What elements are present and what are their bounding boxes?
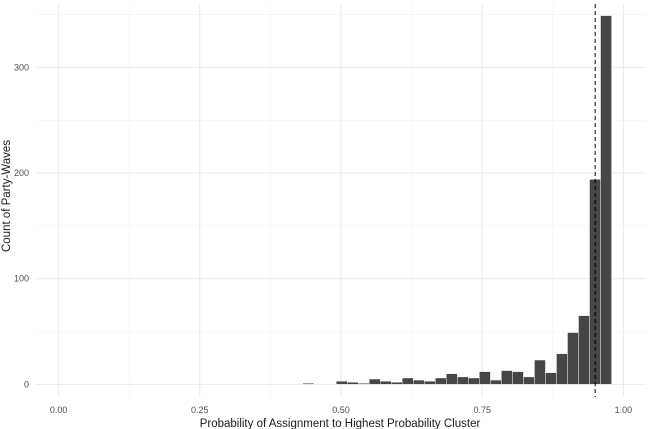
histogram-bar-12 [457,376,469,385]
x-tick-label: 0.75 [473,405,491,415]
x-tick-label: 0.00 [50,405,68,415]
histogram-bar-20 [545,372,557,385]
histogram-bar-3 [358,383,370,385]
y-tick-label: 300 [14,62,29,72]
histogram-bar-5 [380,380,392,385]
y-tick-label: 200 [14,168,29,178]
x-axis-title: Probability of Assignment to Highest Pro… [200,418,481,429]
histogram-bar-10 [435,377,447,385]
histogram-bar-13 [468,377,480,385]
histogram-bar-19 [534,359,546,385]
y-tick-label: 100 [14,274,29,284]
histogram-bar-7 [402,377,414,385]
histogram-bar-14 [479,371,491,385]
histogram-bars [302,15,612,385]
histogram-bar-16 [501,370,513,385]
histogram-bar-8 [413,379,425,385]
y-axis-title: Count of Party-Waves [1,140,13,252]
histogram-bar-6 [391,382,403,385]
x-tick-label: 1.00 [615,405,633,415]
histogram-bar-11 [446,373,458,385]
y-axis-tick-labels: 0 100 200 300 [14,62,29,389]
histogram-bar-22 [567,332,579,385]
x-tick-label: 0.25 [191,405,209,415]
x-tick-label: 0.50 [332,405,350,415]
histogram-bar-15 [490,379,502,385]
histogram-bar-18 [523,376,535,385]
histogram-bar-25 [600,15,612,385]
x-axis-tick-labels: 0.00 0.25 0.50 0.75 1.00 [50,405,632,415]
histogram-bar-1 [335,380,348,385]
histogram-bar-9 [424,380,436,385]
y-tick-label: 0 [24,379,29,389]
histogram-bar-21 [556,353,568,385]
major-gridlines [36,4,646,397]
histogram-bar-23 [578,315,590,385]
histogram-bar-17 [512,371,524,385]
histogram-bar-0 [302,383,315,385]
histogram-bar-2 [347,382,359,385]
histogram-bar-4 [369,378,381,385]
